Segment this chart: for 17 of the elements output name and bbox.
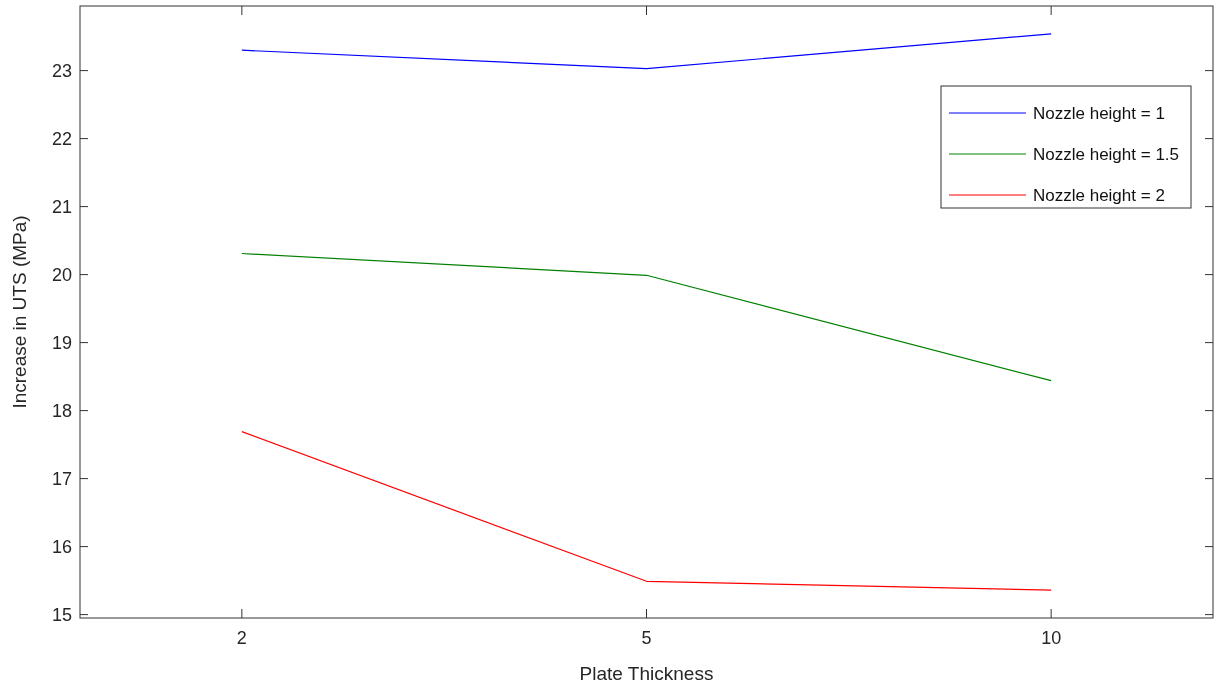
x-tick-label: 5 — [641, 628, 652, 648]
y-tick-label: 17 — [51, 468, 72, 489]
y-axis-title: Increase in UTS (MPa) — [9, 215, 30, 409]
x-tick-label: 2 — [236, 628, 247, 648]
y-tick-label: 21 — [51, 196, 72, 217]
x-axis-title: Plate Thickness — [579, 663, 714, 684]
x-tick-label: 10 — [1041, 628, 1062, 648]
legend-label: Nozzle height = 1 — [1033, 103, 1165, 123]
legend-label: Nozzle height = 2 — [1033, 185, 1165, 205]
y-tick-label: 19 — [51, 332, 72, 353]
y-tick-label: 16 — [51, 536, 72, 557]
y-tick-label: 22 — [51, 128, 72, 149]
y-tick-label: 23 — [51, 60, 72, 81]
legend-label: Nozzle height = 1.5 — [1033, 144, 1180, 164]
y-tick-label: 20 — [51, 264, 72, 285]
y-tick-label: 18 — [51, 400, 72, 421]
y-tick-label: 15 — [51, 604, 72, 625]
